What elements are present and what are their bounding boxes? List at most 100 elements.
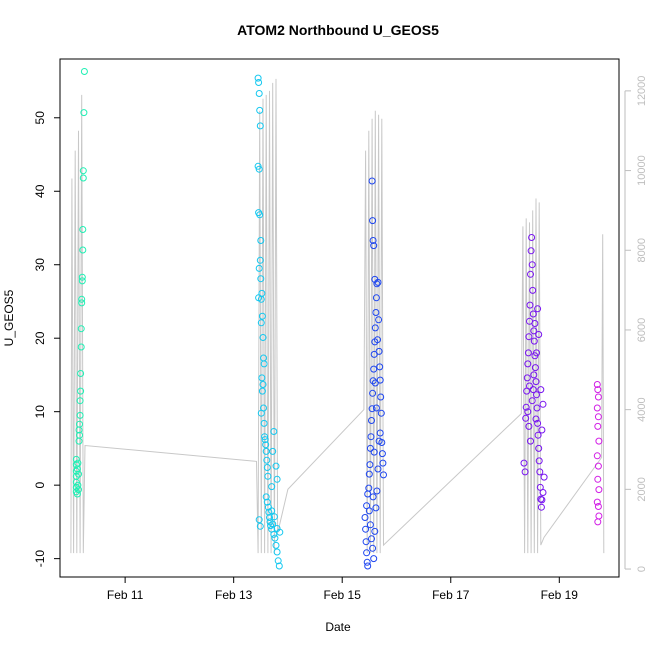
data-point-flight-2	[256, 106, 264, 114]
y-axis-label: U_GEOS5	[2, 289, 16, 346]
data-point-flight-1	[75, 470, 82, 478]
data-point-flight-3	[364, 562, 372, 570]
x-tick-label: Feb 13	[215, 588, 253, 602]
data-point-flight-3	[375, 316, 383, 324]
data-point-flight-3	[366, 521, 374, 529]
data-point-flight-5	[593, 452, 601, 460]
data-point-flight-4	[529, 286, 537, 294]
data-point-flight-2	[268, 483, 276, 491]
data-point-flight-3	[372, 404, 380, 412]
data-point-flight-5	[594, 518, 602, 526]
data-point-flight-4	[533, 404, 541, 412]
data-point-flight-2	[255, 79, 263, 86]
data-point-flight-4	[530, 327, 538, 335]
data-point-flight-4	[522, 403, 530, 411]
data-point-flight-3	[374, 336, 381, 344]
data-point-flight-3	[363, 558, 371, 566]
data-point-flight-3	[363, 549, 371, 557]
data-point-flight-3	[368, 177, 376, 185]
y-axis: -10 0 10 20 30 40 50	[33, 111, 60, 567]
data-point-flight-4	[528, 234, 536, 241]
data-point-flight-2	[270, 530, 278, 538]
data-point-flight-2	[257, 237, 265, 244]
data-point-flight-2	[264, 472, 272, 480]
data-point-flight-2	[269, 520, 277, 528]
y2-tick-label: 0	[636, 566, 648, 572]
data-point-flight-4	[536, 468, 544, 476]
data-point-flight-5	[594, 413, 602, 421]
data-point-flight-3	[368, 405, 376, 413]
data-point-flight-3	[369, 377, 377, 385]
data-point-flight-5	[593, 404, 601, 412]
y-tick-label: 30	[33, 258, 47, 272]
data-point-flight-3	[380, 471, 387, 479]
altitude-line	[70, 78, 605, 554]
data-point-flight-2	[255, 264, 263, 272]
data-point-flight-1	[76, 411, 84, 419]
data-point-flight-4	[538, 426, 546, 434]
y-tick-label: 40	[33, 184, 47, 198]
data-point-flight-4	[525, 333, 533, 341]
y-tick-label: 0	[33, 481, 47, 488]
data-point-flight-3	[369, 389, 377, 397]
data-point-flight-3	[370, 350, 378, 358]
data-point-flight-4	[531, 320, 539, 327]
data-point-flight-3	[368, 535, 375, 543]
data-point-flight-2	[273, 475, 281, 483]
data-point-flight-2	[275, 562, 283, 570]
data-point-flight-4	[532, 378, 540, 386]
data-point-flight-3	[374, 278, 382, 286]
data-point-flight-2	[257, 275, 265, 283]
data-point-flight-3	[372, 309, 380, 316]
data-point-flight-4	[537, 503, 545, 511]
x-tick-label: Feb 19	[541, 588, 579, 602]
data-point-flight-2	[260, 360, 268, 368]
data-point-flight-2	[270, 428, 278, 435]
data-point-flight-5	[594, 475, 602, 483]
data-point-flight-1	[80, 68, 88, 75]
data-point-flight-2	[272, 462, 280, 470]
data-point-flight-5	[594, 503, 602, 510]
y-tick-label: 50	[33, 111, 47, 125]
data-point-flight-2	[270, 513, 278, 521]
data-point-flight-3	[378, 450, 386, 458]
data-point-flight-4	[540, 473, 548, 481]
data-point-flight-1	[74, 459, 82, 467]
data-point-flight-2	[259, 381, 267, 388]
data-point-flight-1	[79, 226, 87, 233]
data-point-flight-2	[260, 419, 268, 427]
data-point-flight-2	[257, 295, 265, 303]
data-point-flight-2	[256, 122, 264, 130]
data-point-flight-4	[526, 301, 534, 309]
data-point-flight-4	[526, 382, 533, 390]
data-point-flight-2	[261, 436, 269, 444]
data-point-flight-4	[530, 371, 538, 379]
data-point-flight-1	[76, 420, 83, 428]
data-point-flight-5	[595, 486, 603, 494]
data-point-flight-2	[256, 256, 264, 264]
x-tick-label: Feb 17	[432, 588, 470, 602]
data-point-flight-3	[377, 393, 385, 401]
data-point-flight-1	[72, 455, 80, 463]
data-point-flight-4	[520, 459, 528, 467]
data-point-flight-1	[78, 277, 86, 285]
data-point-flight-2	[259, 334, 267, 341]
data-point-flight-1	[72, 483, 80, 491]
data-point-flight-3	[376, 363, 384, 371]
data-point-flight-2	[269, 447, 277, 455]
data-point-flight-4	[534, 431, 542, 439]
data-point-flight-4	[528, 261, 536, 269]
data-point-flight-2	[262, 441, 270, 449]
data-point-flight-2	[254, 74, 262, 82]
data-point-flight-4	[528, 397, 536, 405]
data-point-flight-2	[262, 493, 270, 501]
data-point-flight-3	[370, 365, 378, 373]
altitude-line-layer	[70, 78, 605, 554]
data-point-flight-2	[263, 498, 271, 506]
y2-tick-label: 12000	[636, 76, 648, 107]
data-point-flight-2	[258, 374, 266, 382]
data-point-flight-5	[594, 462, 602, 470]
data-point-flight-5	[595, 437, 603, 445]
data-point-flight-4	[522, 414, 530, 422]
